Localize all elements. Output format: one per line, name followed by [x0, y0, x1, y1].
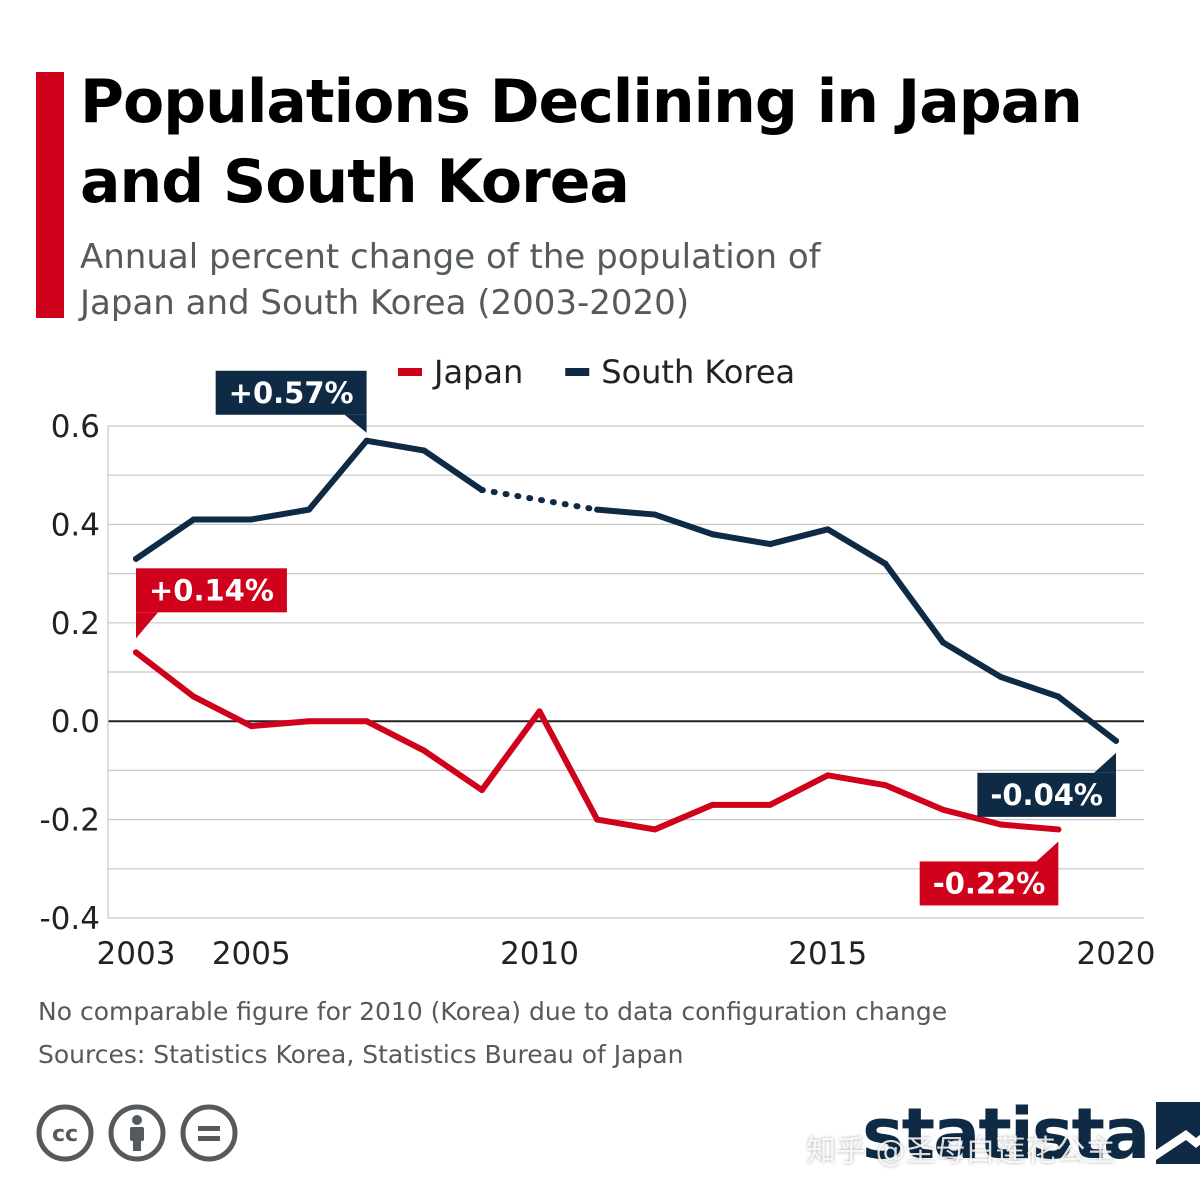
x-tick-label: 2010 — [500, 936, 579, 972]
data-point — [363, 718, 370, 725]
data-point — [248, 723, 255, 730]
callout-box — [215, 370, 367, 415]
svg-text:cc: cc — [52, 1122, 78, 1147]
data-point — [651, 511, 658, 518]
callout-pointer — [1036, 841, 1059, 862]
callout-box — [977, 772, 1116, 817]
callout-label: -0.04% — [990, 778, 1103, 812]
data-point — [363, 437, 370, 444]
callout-box — [136, 568, 287, 613]
data-point — [594, 506, 601, 513]
data-point — [882, 560, 889, 567]
series-line — [594, 506, 1119, 744]
data-point — [1055, 826, 1062, 833]
statista-mark-icon — [1156, 1102, 1200, 1164]
callout-box — [919, 861, 1059, 906]
callout-label: -0.22% — [933, 866, 1046, 900]
data-point — [594, 816, 601, 823]
legend-label: Japan — [432, 353, 523, 391]
legend-swatch — [398, 368, 422, 376]
data-point — [767, 801, 774, 808]
gap-dotted-line — [478, 486, 601, 513]
x-tick-label: 2015 — [788, 936, 867, 972]
data-point — [133, 649, 139, 656]
series-japan — [133, 649, 1062, 833]
source-line: Sources: Statistics Korea, Statistics Bu… — [38, 1040, 684, 1069]
data-point — [305, 718, 312, 725]
data-note: No comparable figure for 2010 (Korea) du… — [38, 997, 948, 1026]
statista-logo[interactable]: statista — [862, 1084, 1200, 1174]
y-tick-label: -0.2 — [40, 803, 101, 839]
data-point — [421, 447, 428, 454]
data-point — [709, 531, 716, 538]
callout-pointer — [136, 612, 158, 639]
data-point — [1113, 737, 1119, 744]
data-point — [767, 541, 774, 548]
series-line — [133, 437, 485, 562]
data-point — [536, 708, 543, 715]
data-point — [133, 555, 139, 562]
data-point — [997, 673, 1004, 680]
watermark: 知乎 @圣母白莲花公主 — [806, 1134, 1116, 1169]
data-point — [997, 821, 1004, 828]
data-point — [305, 506, 312, 513]
legend-label: South Korea — [601, 353, 795, 391]
data-point — [651, 826, 658, 833]
y-tick-label: 0.4 — [51, 507, 100, 543]
cc-icon[interactable]: cc — [36, 1104, 94, 1162]
no-derivatives-icon[interactable] — [180, 1104, 238, 1162]
title-accent-bar — [36, 72, 64, 318]
legend-item: South Korea — [565, 353, 795, 391]
data-point — [882, 782, 889, 789]
data-point — [478, 787, 485, 794]
data-point — [709, 801, 716, 808]
data-point — [190, 516, 197, 523]
data-callout: -0.22% — [919, 841, 1059, 906]
attribution-icon[interactable] — [108, 1104, 166, 1162]
y-tick-label: 0.6 — [51, 409, 100, 445]
data-point — [824, 772, 831, 779]
callout-label: +0.57% — [229, 376, 354, 410]
chart-legend: Japan South Korea — [398, 353, 795, 391]
y-tick-label: -0.4 — [40, 901, 101, 937]
chart-title: Populations Declining in Japan and South… — [80, 67, 1083, 217]
callout-label: +0.14% — [149, 573, 274, 607]
series-lines — [133, 437, 1119, 833]
data-point — [478, 486, 485, 493]
x-tick-label: 2005 — [212, 936, 291, 972]
data-point — [421, 747, 428, 754]
data-callout: +0.57% — [215, 370, 367, 433]
series-south-korea — [133, 437, 1119, 744]
footnotes: No comparable figure for 2010 (Korea) du… — [38, 990, 947, 1076]
callout-pointer — [344, 414, 367, 433]
data-callout: +0.14% — [136, 568, 287, 639]
x-tick-label: 2020 — [1077, 936, 1156, 972]
license-icons: cc — [36, 1104, 238, 1162]
data-point — [190, 693, 197, 700]
data-point — [940, 639, 947, 646]
legend-swatch — [565, 368, 590, 376]
data-point — [248, 516, 255, 523]
y-axis-tick-labels: 0.6 0.4 0.2 0.0 -0.2 -0.4 — [40, 409, 101, 937]
data-callout: -0.04% — [977, 752, 1116, 817]
data-callouts: +0.14% -0.22% +0.57% -0.04% — [136, 370, 1116, 906]
callout-pointer — [1094, 752, 1116, 773]
line-chart: Japan South Korea 0.6 0.4 0.2 0.0 -0.2 -0.4 20… — [40, 353, 1156, 972]
chart-subtitle: Annual percent change of the population … — [80, 237, 821, 323]
y-tick-label: 0.0 — [51, 704, 100, 740]
x-axis-tick-labels: 2003 2005 2010 2015 2020 — [97, 936, 1156, 972]
data-point — [940, 806, 947, 813]
x-tick-label: 2003 — [97, 936, 176, 972]
data-point — [824, 526, 831, 533]
y-tick-label: 0.2 — [51, 606, 100, 642]
series-line — [133, 649, 1062, 833]
legend-item: Japan — [398, 353, 523, 391]
statista-wordmark: statista — [862, 1093, 1150, 1175]
data-point — [1055, 693, 1062, 700]
